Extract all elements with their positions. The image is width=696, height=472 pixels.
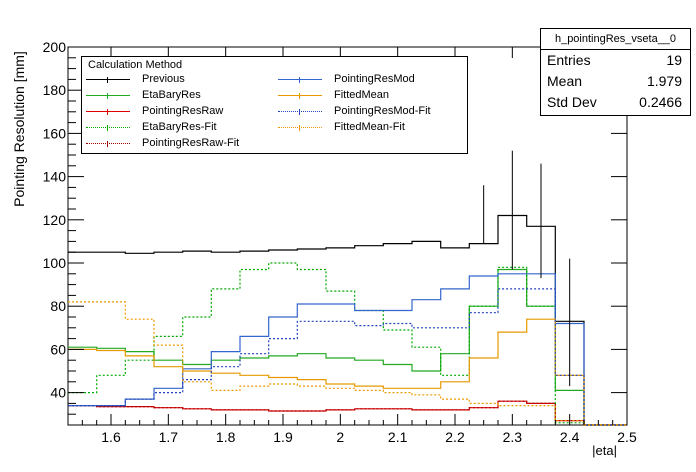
- series-etabaryres: [68, 268, 627, 426]
- y-tick-label: 160: [43, 125, 67, 141]
- series-fittedmean: [68, 318, 627, 426]
- stats-std-label: Std Dev: [547, 94, 597, 110]
- x-tick-label: 1.7: [159, 429, 179, 445]
- y-tick-label: 40: [50, 385, 66, 401]
- x-tick-label: 2.2: [445, 429, 465, 445]
- legend-label: EtaBaryRes: [142, 89, 201, 101]
- legend-label: PointingResMod: [334, 73, 415, 85]
- legend-line-icon: [278, 124, 322, 131]
- legend-line-icon: [278, 92, 322, 99]
- errorbar-layer: [483, 150, 571, 387]
- legend-line-icon: [86, 76, 130, 83]
- legend-line-icon: [86, 92, 130, 99]
- y-tick-label: 200: [43, 39, 67, 55]
- legend-label: PointingResRaw: [142, 105, 224, 117]
- legend-item: FittedMean-Fit: [278, 120, 405, 134]
- legend-label: Previous: [142, 73, 185, 85]
- x-tick-label: 1.8: [216, 429, 236, 445]
- legend-line-icon: [86, 140, 130, 147]
- series-previous: [68, 214, 627, 426]
- y-tick-label: 60: [50, 341, 66, 357]
- y-tick-label: 100: [43, 255, 67, 271]
- legend-item: PointingResRaw: [86, 104, 223, 118]
- x-tick-label: 2.5: [617, 429, 637, 445]
- legend-line-icon: [86, 108, 130, 115]
- stats-mean-value: 1.979: [646, 73, 682, 89]
- series-fittedmean-fit: [68, 301, 627, 426]
- series-pointingresmod-fit: [68, 288, 627, 426]
- legend-label: FittedMean: [334, 89, 390, 101]
- x-tick-label: 2: [336, 429, 344, 445]
- legend-line-icon: [278, 76, 322, 83]
- series-pointingresraw-fit: [68, 400, 627, 426]
- stats-entries-row: Entries 19: [541, 50, 690, 71]
- plot-frame: [67, 46, 628, 426]
- legend-item: PointingResMod-Fit: [278, 104, 431, 118]
- x-tick-label: 2.1: [388, 429, 408, 445]
- stats-std-row: Std Dev 0.2466: [541, 92, 690, 113]
- stats-title: h_pointingRes_vseta__0: [541, 29, 690, 50]
- stats-mean-row: Mean 1.979: [541, 71, 690, 92]
- legend-label: PointingResMod-Fit: [334, 105, 431, 117]
- stats-box: h_pointingRes_vseta__0 Entries 19 Mean 1.9…: [540, 28, 691, 116]
- x-axis-label: |eta|: [592, 443, 617, 458]
- legend: Calculation Method Previous EtaBaryRes Poi…: [81, 56, 468, 154]
- x-tick-label: 1.9: [273, 429, 293, 445]
- stats-entries-label: Entries: [547, 52, 591, 68]
- legend-item: PointingResMod: [278, 72, 415, 86]
- x-tick-label: 1.6: [101, 429, 121, 445]
- legend-item: EtaBaryRes: [86, 88, 201, 102]
- series-pointingresraw: [68, 400, 627, 426]
- y-tick-label: 140: [43, 169, 67, 185]
- legend-label: FittedMean-Fit: [334, 121, 405, 133]
- legend-line-icon: [86, 124, 130, 131]
- x-tick-label: 2.3: [503, 429, 523, 445]
- series-pointingresmod: [68, 273, 627, 426]
- legend-item: FittedMean: [278, 88, 389, 102]
- axis-layer: 1.6 1.7 1.8 1.9 2 2.1 2.2 2.3 2.4 2.5 40 60 80 100 120…: [43, 39, 637, 445]
- legend-item: Previous: [86, 72, 185, 86]
- legend-label: PointingResRaw-Fit: [142, 137, 240, 149]
- legend-item: EtaBaryRes-Fit: [86, 120, 217, 134]
- legend-title: Calculation Method: [88, 59, 183, 71]
- legend-item: PointingResRaw-Fit: [86, 136, 239, 150]
- y-tick-label: 80: [50, 298, 66, 314]
- y-tick-label: 180: [43, 82, 67, 98]
- legend-line-icon: [278, 108, 322, 115]
- x-tick-label: 2.4: [560, 429, 580, 445]
- legend-label: EtaBaryRes-Fit: [142, 121, 217, 133]
- stats-entries-value: 19: [666, 52, 682, 68]
- series-layer: [68, 214, 627, 426]
- y-axis-label: Pointing Resolution [mm]: [11, 51, 27, 207]
- stats-std-value: 0.2466: [639, 94, 682, 110]
- stats-mean-label: Mean: [547, 73, 583, 89]
- y-tick-label: 120: [43, 212, 67, 228]
- series-etabaryres-fit: [68, 262, 627, 426]
